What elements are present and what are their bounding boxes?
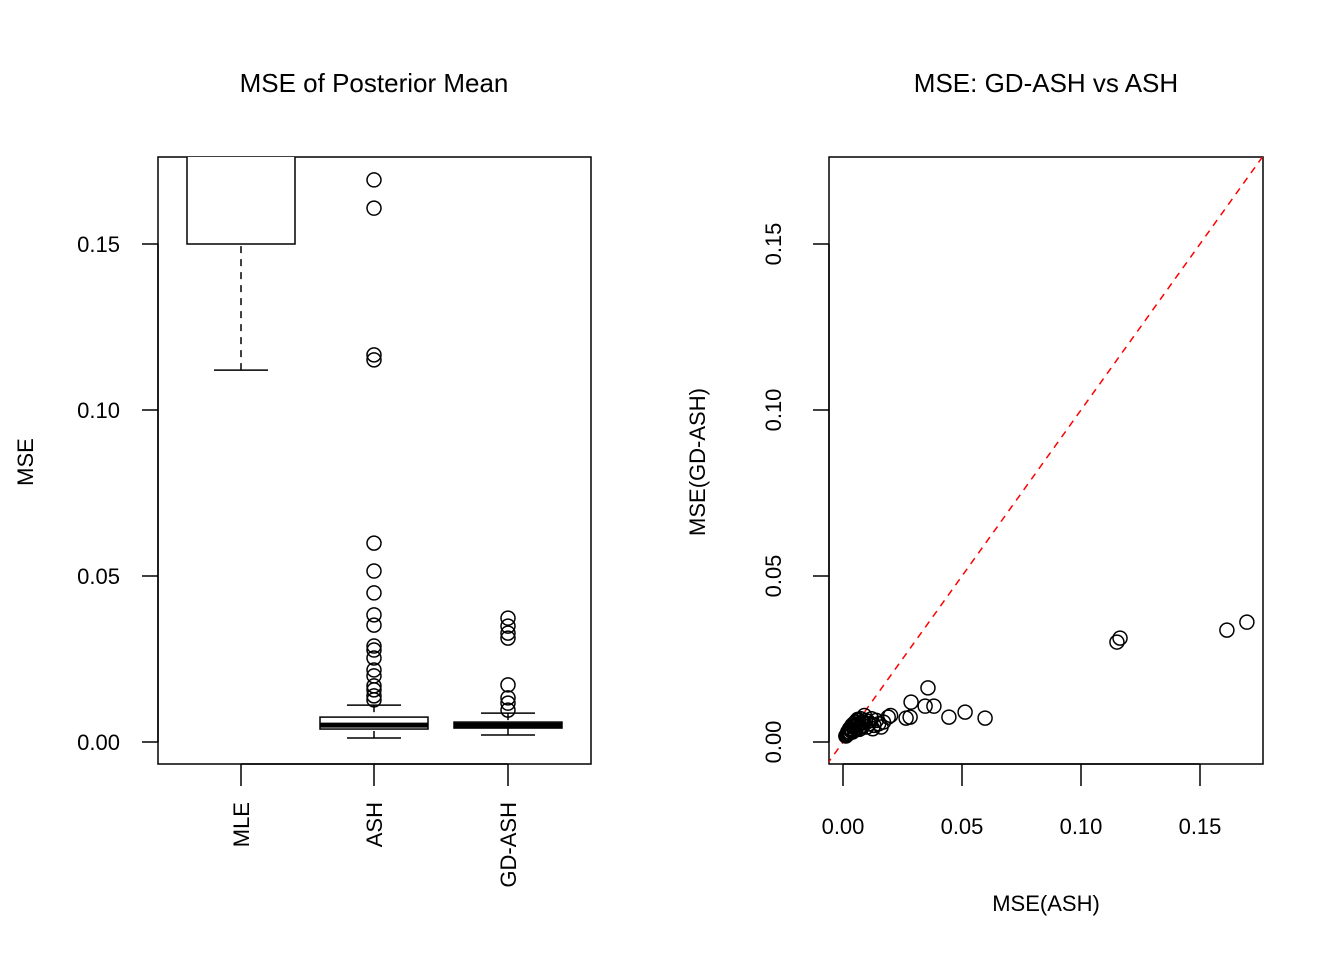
left-plot-frame xyxy=(157,156,592,765)
scatter-point xyxy=(1109,634,1125,650)
outlier-point xyxy=(366,352,382,368)
left-y-tick-label: 0.05 xyxy=(77,564,120,589)
scatter-point xyxy=(957,704,973,720)
scatter-point xyxy=(1112,630,1128,646)
outlier-point xyxy=(366,688,382,704)
left-x-tick-label: ASH xyxy=(362,802,387,847)
right-x-tick-label: 0.05 xyxy=(941,814,984,839)
left-chart-title: MSE of Posterior Mean xyxy=(240,68,509,98)
outlier-point xyxy=(366,172,382,188)
right-x-tick-label: 0.10 xyxy=(1060,814,1103,839)
right-plot-area xyxy=(829,157,1263,763)
scatter-point xyxy=(1239,614,1255,630)
outlier-point xyxy=(366,662,382,678)
outlier-point xyxy=(366,607,382,623)
scatter-point xyxy=(1219,622,1235,638)
right-x-tick-label: 0.00 xyxy=(822,814,865,839)
outlier-point xyxy=(366,200,382,216)
outlier-point xyxy=(500,702,516,718)
identity-reference-line xyxy=(829,157,1263,763)
left-x-tick-label: GD-ASH xyxy=(496,802,521,888)
outlier-point xyxy=(500,618,516,634)
outlier-point xyxy=(366,638,382,654)
scatter-point xyxy=(977,710,993,726)
outlier-point xyxy=(500,690,516,706)
left-y-tick-label: 0.00 xyxy=(77,730,120,755)
scatter-point xyxy=(941,709,957,725)
right-x-axis-label: MSE(ASH) xyxy=(992,891,1100,916)
right-plot-frame xyxy=(828,156,1264,765)
right-y-tick-label: 0.15 xyxy=(761,223,786,266)
left-y-axis-label: MSE xyxy=(13,438,38,486)
scatter-point xyxy=(920,680,936,696)
outlier-point xyxy=(366,650,382,666)
outlier-point xyxy=(366,682,382,698)
outlier-point xyxy=(366,585,382,601)
scatter-point xyxy=(903,694,919,710)
scatter-point xyxy=(838,728,854,744)
box-mle xyxy=(186,157,296,245)
outlier-point xyxy=(366,692,382,708)
scatter-point xyxy=(926,698,942,714)
outlier-point xyxy=(500,625,516,641)
right-chart-title: MSE: GD-ASH vs ASH xyxy=(914,68,1178,98)
right-y-tick-label: 0.10 xyxy=(761,389,786,432)
outlier-point xyxy=(500,677,516,693)
scatter-point xyxy=(850,711,866,728)
right-y-tick-label: 0.05 xyxy=(761,555,786,598)
outlier-point xyxy=(500,610,516,626)
outlier-point xyxy=(366,535,382,551)
left-y-tick-label: 0.15 xyxy=(77,232,120,257)
scatter-point xyxy=(898,710,914,726)
left-plot-area xyxy=(186,157,563,739)
scatter-point xyxy=(847,714,864,730)
right-y-axis-label: MSE(GD-ASH) xyxy=(685,388,710,536)
scatter-point xyxy=(917,698,933,714)
outlier-point xyxy=(366,617,382,633)
outlier-point xyxy=(366,563,382,579)
left-y-tick-label: 0.10 xyxy=(77,398,120,423)
scatter-point xyxy=(870,715,887,732)
outlier-point xyxy=(500,695,516,711)
outlier-point xyxy=(366,642,382,658)
left-x-tick-label: MLE xyxy=(229,802,254,847)
right-x-tick-label: 0.15 xyxy=(1179,814,1222,839)
outlier-point xyxy=(366,347,382,363)
right-y-tick-label: 0.00 xyxy=(761,721,786,764)
outlier-point xyxy=(500,630,516,646)
